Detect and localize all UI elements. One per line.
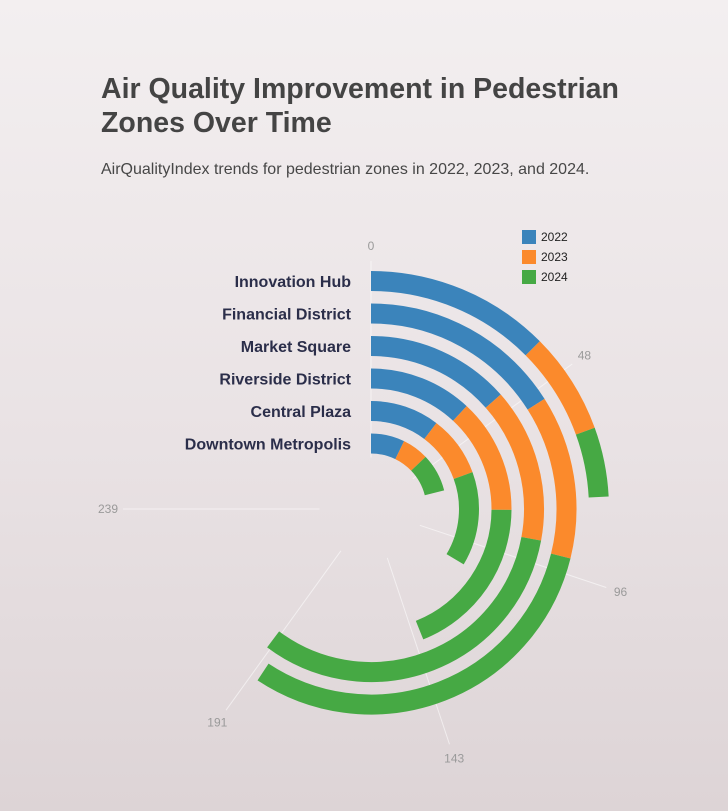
chart-subtitle: AirQualityIndex trends for pedestrian zo… bbox=[101, 161, 590, 178]
gridline bbox=[412, 363, 573, 480]
bar-segment[interactable] bbox=[485, 394, 544, 541]
bar-segment[interactable] bbox=[525, 341, 595, 435]
bar-segment[interactable] bbox=[370, 433, 405, 460]
bar-segment[interactable] bbox=[370, 368, 467, 421]
bar-segment[interactable] bbox=[452, 406, 512, 511]
legend-label[interactable]: 2023 bbox=[541, 250, 568, 264]
category-label: Innovation Hub bbox=[235, 274, 352, 291]
chart-legend: 2022 2023 2024 bbox=[522, 230, 568, 284]
legend-label[interactable]: 2022 bbox=[541, 230, 568, 244]
bar-segment[interactable] bbox=[410, 456, 445, 496]
tick-label: 96 bbox=[614, 585, 628, 599]
category-label: Financial District bbox=[222, 307, 352, 324]
bar-segment[interactable] bbox=[394, 441, 426, 471]
legend-label[interactable]: 2024 bbox=[541, 270, 568, 284]
tick-label: 0 bbox=[368, 239, 375, 253]
category-label: Riverside District bbox=[219, 372, 351, 389]
category-label: Central Plaza bbox=[251, 404, 352, 421]
chart-title: Air Quality Improvement in Pedestrian Zo… bbox=[101, 73, 619, 139]
legend-swatch bbox=[522, 230, 536, 244]
bar-segment[interactable] bbox=[415, 509, 512, 640]
bar-segment[interactable] bbox=[370, 336, 501, 408]
gridline bbox=[386, 557, 450, 745]
legend-swatch bbox=[522, 270, 536, 284]
category-label: Downtown Metropolis bbox=[185, 437, 351, 454]
bar-segment[interactable] bbox=[370, 303, 545, 410]
tick-label: 143 bbox=[444, 752, 464, 766]
bar-segment[interactable] bbox=[575, 427, 609, 498]
legend-swatch bbox=[522, 250, 536, 264]
axis-ticks: 0 48 96 143 191 239 bbox=[98, 239, 628, 766]
bar-segment[interactable] bbox=[257, 553, 571, 715]
category-label: Market Square bbox=[241, 339, 351, 356]
tick-label: 191 bbox=[207, 715, 227, 729]
gridline bbox=[225, 550, 342, 711]
tick-label: 239 bbox=[98, 502, 118, 516]
tick-label: 48 bbox=[578, 348, 592, 362]
chart-bars bbox=[257, 271, 609, 715]
bar-segment[interactable] bbox=[267, 536, 542, 682]
bar-segment[interactable] bbox=[370, 271, 540, 356]
gridline bbox=[419, 524, 607, 588]
bar-segment[interactable] bbox=[446, 472, 479, 565]
bar-segment[interactable] bbox=[370, 401, 437, 440]
bar-segment[interactable] bbox=[527, 398, 577, 559]
category-labels: Innovation Hub Financial District Market S… bbox=[185, 274, 352, 454]
bar-segment[interactable] bbox=[424, 423, 473, 480]
axis-gridlines bbox=[123, 261, 607, 745]
